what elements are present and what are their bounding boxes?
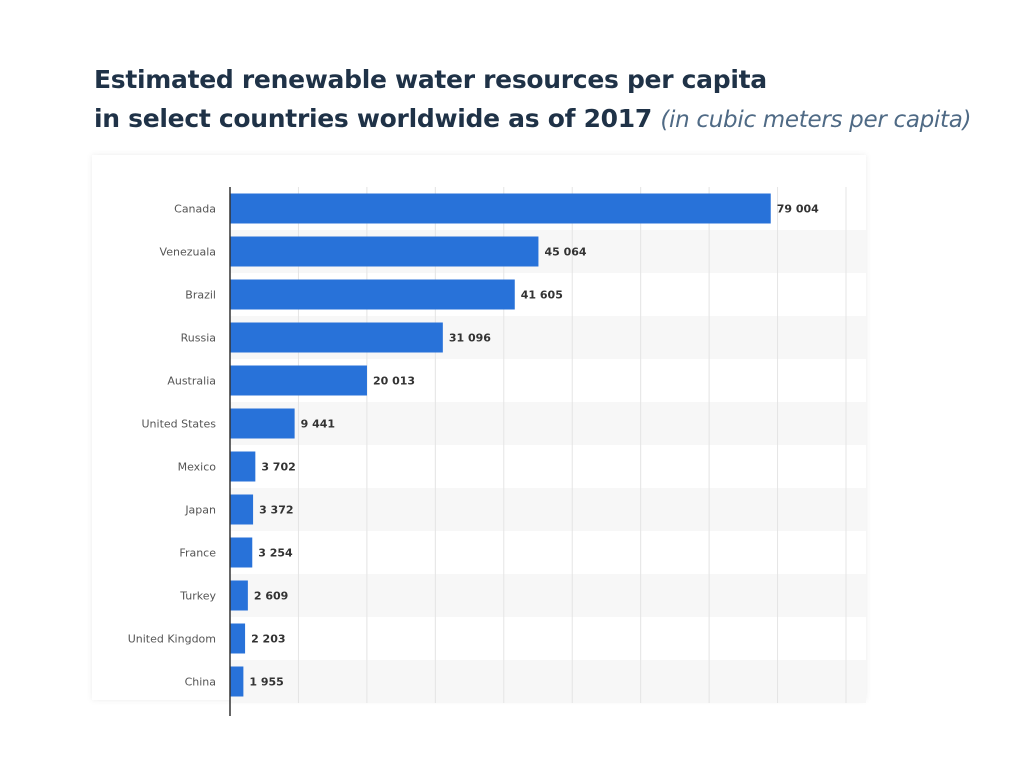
category-label: Mexico: [178, 461, 217, 474]
category-label: Brazil: [185, 289, 216, 302]
category-label: United States: [142, 418, 217, 431]
title-line-2: in select countries worldwide as of 2017…: [94, 99, 972, 140]
bar: [230, 451, 256, 482]
category-label: China: [185, 676, 216, 689]
data-label: 79 004: [777, 203, 819, 216]
category-label: France: [179, 547, 216, 560]
bar: [230, 494, 254, 525]
data-label: 3 702: [261, 461, 295, 474]
data-label: 41 605: [521, 289, 563, 302]
category-label: Japan: [184, 504, 216, 517]
data-label: 3 372: [259, 504, 293, 517]
data-label: 2 203: [251, 633, 285, 646]
title-line-2-text: in select countries worldwide as of 2017: [94, 104, 652, 133]
category-label: Venezuala: [160, 246, 216, 259]
data-label: 45 064: [544, 246, 586, 259]
bar: [230, 236, 539, 267]
unit-note: (in cubic meters per capita): [660, 107, 972, 133]
data-label: 3 254: [258, 547, 293, 560]
category-label: Canada: [174, 203, 216, 216]
row-shade: [230, 660, 866, 703]
category-label: United Kingdom: [128, 633, 216, 646]
category-label: Australia: [167, 375, 216, 388]
data-label: 31 096: [449, 332, 491, 345]
data-label: 1 955: [249, 676, 283, 689]
row-shade: [230, 488, 866, 531]
title-line-1: Estimated renewable water resources per …: [94, 65, 767, 94]
data-label: 20 013: [373, 375, 415, 388]
bar: [230, 580, 248, 611]
row-shade: [230, 574, 866, 617]
bar: [230, 193, 771, 224]
data-label: 9 441: [301, 418, 335, 431]
category-label: Russia: [181, 332, 216, 345]
bar: [230, 537, 253, 568]
bar: [230, 365, 367, 396]
row-shade: [230, 402, 866, 445]
bar: [230, 666, 244, 697]
category-label: Turkey: [179, 590, 216, 603]
bar: [230, 623, 246, 654]
bar: [230, 408, 295, 439]
bar: [230, 279, 515, 310]
chart-title: Estimated renewable water resources per …: [94, 60, 972, 140]
bar: [230, 322, 443, 353]
data-label: 2 609: [254, 590, 288, 603]
